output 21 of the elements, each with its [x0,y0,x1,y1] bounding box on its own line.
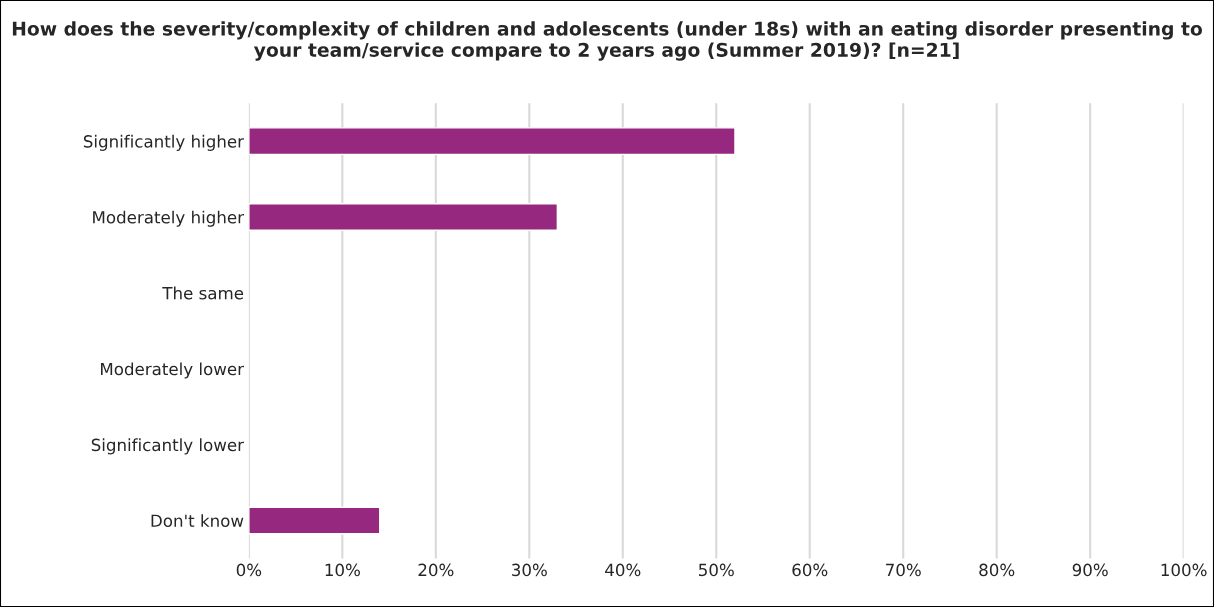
bar [248,127,736,156]
x-tick-label: 30% [512,563,547,577]
y-tick-label: Significantly lower [91,438,245,455]
x-tick-label: 90% [1072,563,1108,577]
x-tick-label: 20% [418,563,454,577]
x-tick-label: 80% [979,563,1015,577]
bar [248,203,559,231]
x-tick-label: 70% [886,563,921,577]
y-tick-label: Don't know [151,514,244,528]
y-tick-label: Moderately lower [101,362,244,379]
chart-title: How does the severity/complexity of children and adolescents (under 18s) with an eating disorder presenting to your team/service compare to 2 years ago (Summer 2019)? [n=21] [12,21,1203,61]
x-tick-label: 50% [699,563,734,577]
x-tick-label: 60% [792,563,828,577]
x-tick-label: 100% [1161,563,1207,577]
x-tick-label: 0% [236,563,262,577]
bar [248,506,381,535]
x-tick-label: 10% [325,563,360,577]
x-tick-label: 40% [605,563,641,577]
y-tick-label: Significantly higher [83,134,245,151]
y-tick-label: The same [162,286,244,300]
y-tick-label: Moderately higher [93,210,244,227]
